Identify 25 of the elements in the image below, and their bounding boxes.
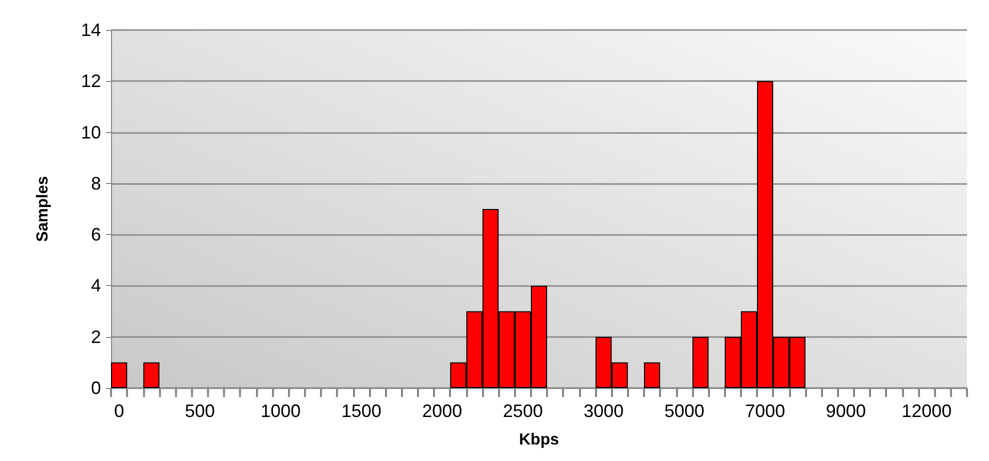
x-axis-title: Kbps bbox=[519, 432, 560, 448]
y-tick-label: 2 bbox=[90, 326, 101, 347]
x-tick-label: 12000 bbox=[902, 401, 952, 421]
x-tick-label: 2000 bbox=[422, 401, 462, 421]
x-tick-label: 1500 bbox=[341, 401, 382, 421]
x-tick-label: 5000 bbox=[664, 401, 704, 421]
x-tick-label: 500 bbox=[184, 401, 215, 421]
bar bbox=[692, 336, 709, 388]
bar bbox=[644, 362, 660, 388]
y-tick-label: 10 bbox=[80, 122, 101, 142]
x-tick-label: 7000 bbox=[745, 401, 786, 421]
x-tick-label: 1000 bbox=[260, 401, 301, 421]
bar bbox=[111, 362, 128, 388]
y-tick-label: 6 bbox=[90, 224, 101, 245]
x-tick-label: 0 bbox=[114, 401, 124, 421]
y-tick-label: 8 bbox=[90, 173, 101, 194]
y-tick-label: 4 bbox=[90, 276, 101, 296]
y-axis-title: Samples bbox=[34, 176, 52, 242]
y-tick-label: 14 bbox=[80, 20, 101, 40]
bar bbox=[143, 362, 160, 388]
x-tick-label: 9000 bbox=[826, 401, 866, 421]
x-tick-label: 2500 bbox=[502, 401, 543, 421]
y-tick-label: 0 bbox=[90, 378, 101, 398]
y-tick-label: 12 bbox=[80, 71, 101, 92]
x-tick-label: 3000 bbox=[584, 401, 624, 421]
